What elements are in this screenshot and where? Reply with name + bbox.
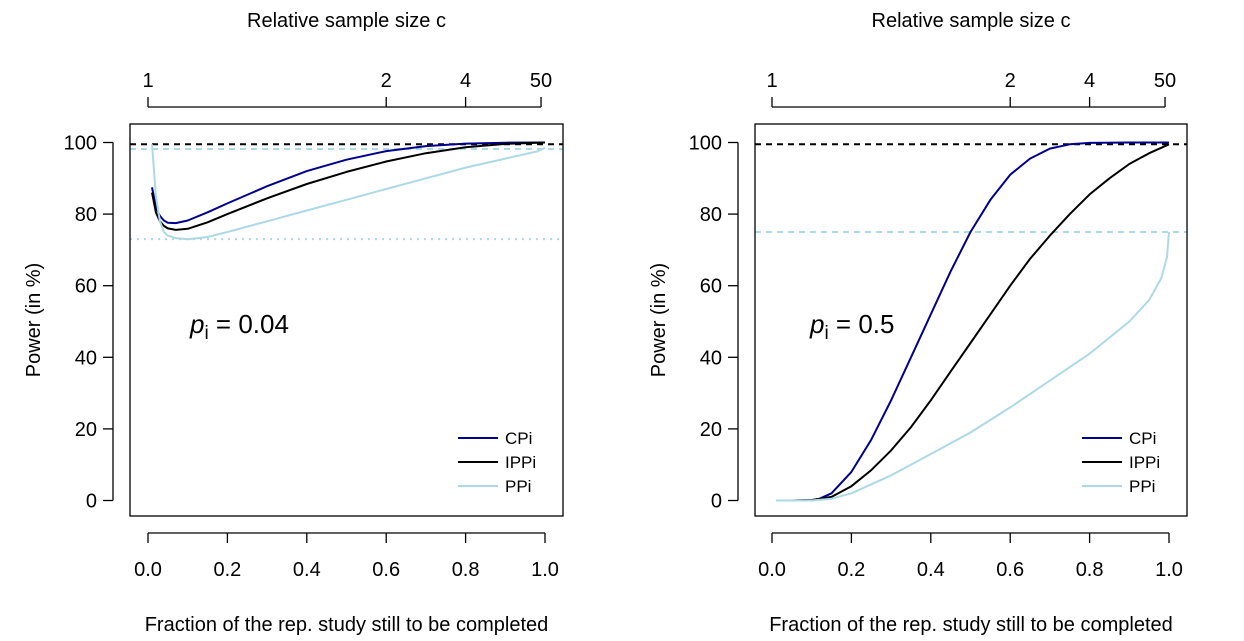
plot-frame [129,123,564,517]
legend-label-ppi: PPi [505,477,531,496]
y-tick-label: 100 [64,133,97,155]
series-line-ippi [151,141,546,231]
plot-frame [754,123,1188,517]
annotation-p: p [189,309,204,339]
legend-label-ippi: IPPi [505,453,536,472]
x-tick-label: 0.2 [837,559,865,581]
y-axis-title: Power (in %) [648,263,670,377]
top-tick-label: 50 [530,70,552,92]
top-tick-label: 2 [381,70,392,92]
x-tick-label: 1.0 [1155,559,1183,581]
p-value-annotation: pi = 0.5 [809,309,894,344]
top-tick-label: 1 [766,70,777,92]
x-tick-label: 0.8 [452,559,480,581]
series-line-ppi [151,144,546,241]
top-axis-title: Relative sample size c [872,10,1071,32]
annotation-value: = 0.5 [829,309,895,339]
left-panel: 0.0 0.2 0.4 0.6 0.8 1.0 0 20 40 60 80 100 1 2 4 50 Relat… [23,10,564,636]
top-axis-title: Relative sample size c [247,10,446,32]
x-tick-label: 0.4 [917,559,945,581]
x-tick-label: 0.4 [293,559,321,581]
annotation-value: = 0.04 [209,309,289,339]
p-value-annotation: pi = 0.04 [189,309,289,344]
y-tick-label: 60 [75,276,97,298]
series-line-ippi [776,143,1170,502]
right-panel: 0.0 0.2 0.4 0.6 0.8 1.0 0 20 40 60 80 100 1 2 4 50 Relat… [648,10,1188,636]
y-tick-label: 40 [75,347,97,369]
legend-label-cpi: CPi [505,429,532,448]
series-line-ppi [776,231,1170,502]
y-tick-label: 40 [700,347,722,369]
annotation-subscript: i [204,323,208,344]
x-tick-label: 0.6 [372,559,400,581]
annotation-subscript: i [824,323,828,344]
y-axis-title: Power (in %) [23,263,45,377]
series-line-cpi [151,141,546,225]
x-tick-label: 0.0 [134,559,162,581]
legend-label-ippi: IPPi [1129,453,1160,472]
x-axis-title: Fraction of the rep. study still to be c… [769,614,1173,636]
top-tick-label: 50 [1154,70,1176,92]
y-tick-label: 80 [700,204,722,226]
x-tick-label: 0.8 [1076,559,1104,581]
annotation-p: p [809,309,824,339]
y-tick-label: 0 [711,491,722,513]
top-tick-label: 2 [1005,70,1016,92]
y-tick-label: 20 [700,419,722,441]
x-axis-title: Fraction of the rep. study still to be c… [145,614,549,636]
x-tick-label: 0.2 [213,559,241,581]
legend-label-ppi: PPi [1129,477,1155,496]
top-tick-label: 1 [142,70,153,92]
top-tick-label: 4 [460,70,471,92]
x-tick-label: 0.6 [996,559,1024,581]
top-tick-label: 4 [1084,70,1095,92]
y-tick-label: 60 [700,276,722,298]
legend-label-cpi: CPi [1129,429,1156,448]
y-tick-label: 100 [689,133,722,155]
x-tick-label: 1.0 [531,559,559,581]
x-tick-label: 0.0 [758,559,786,581]
y-tick-label: 80 [75,204,97,226]
y-tick-label: 20 [75,419,97,441]
y-tick-label: 0 [86,491,97,513]
